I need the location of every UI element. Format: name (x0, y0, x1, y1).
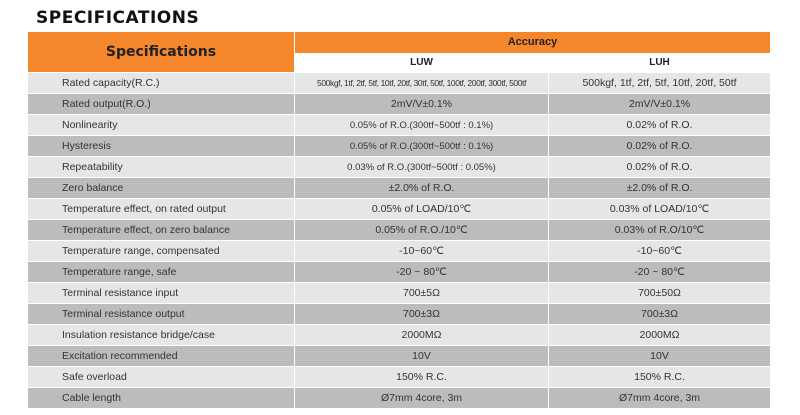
table-row: Safe overload 150% R.C. 150% R.C. (27, 366, 772, 388)
table-row: Terminal resistance output 700±3Ω 700±3Ω (27, 303, 772, 325)
spec-label: Cable length (27, 387, 295, 409)
header-specifications: Specifications (27, 31, 295, 73)
table-subheader-row: LUW LUH (28, 52, 772, 74)
spec-label: Excitation recommended (27, 345, 295, 367)
table-row: Cable length Ø7mm 4core, 3m Ø7mm 4core, 3m (27, 387, 772, 409)
luw-value: 0.05% of R.O.(300tf~500tf : 0.1%) (294, 135, 549, 157)
spec-label: Repeatability (27, 156, 295, 178)
luw-value: -20 ~ 80℃ (294, 261, 549, 283)
luh-value: 2000MΩ (547, 324, 772, 346)
spec-label: Rated capacity(R.C.) (27, 72, 295, 94)
header-luw: LUW (294, 52, 549, 74)
table-row: Repeatability 0.03% of R.O.(300tf~500tf :… (27, 156, 772, 178)
spec-label: Temperature range, safe (27, 261, 295, 283)
spec-label: Temperature range, compensated (27, 240, 295, 262)
luw-value: 2000MΩ (294, 324, 549, 346)
luh-value: 2mV/V±0.1% (547, 93, 772, 115)
luw-value: 0.03% of R.O.(300tf~500tf : 0.05%) (294, 156, 549, 178)
luw-value: 700±3Ω (294, 303, 549, 325)
luh-value: 10V (547, 345, 772, 367)
spec-label: Terminal resistance output (27, 303, 295, 325)
luh-value: 0.02% of R.O. (547, 114, 772, 136)
spec-label: Zero balance (27, 177, 295, 199)
luh-value: 500kgf, 1tf, 2tf, 5tf, 10tf, 20tf, 50tf (547, 72, 772, 94)
table-row: Rated capacity(R.C.) 500kgf, 1tf, 2tf, 5t… (27, 72, 772, 94)
luh-value: 700±50Ω (547, 282, 772, 304)
table-header-row: Specifications Accuracy (27, 31, 772, 73)
header-accuracy: Accuracy (293, 31, 772, 54)
page-title: SPECIFICATIONS (36, 8, 200, 28)
luw-value: 2mV/V±0.1% (294, 93, 549, 115)
luh-value: -10~60℃ (547, 240, 772, 262)
spec-label: Safe overload (27, 366, 295, 388)
spec-label: Nonlinearity (27, 114, 295, 136)
luw-value: 700±5Ω (294, 282, 549, 304)
spec-label: Temperature effect, on rated output (27, 198, 295, 220)
luw-value: 0.05% of R.O./10℃ (294, 219, 549, 241)
table-body: Rated capacity(R.C.) 500kgf, 1tf, 2tf, 5t… (27, 72, 772, 409)
luw-value: ±2.0% of R.O. (294, 177, 549, 199)
table-row: Excitation recommended 10V 10V (27, 345, 772, 367)
luh-value: 0.02% of R.O. (547, 135, 772, 157)
spec-label: Insulation resistance bridge/case (27, 324, 295, 346)
luw-value: 10V (294, 345, 549, 367)
luh-value: Ø7mm 4core, 3m (547, 387, 772, 409)
header-luh: LUH (547, 52, 772, 74)
luw-value: Ø7mm 4core, 3m (294, 387, 549, 409)
table-row: Temperature effect, on zero balance 0.05%… (27, 219, 772, 241)
luh-value: 0.03% of R.O/10℃ (547, 219, 772, 241)
table-row: Temperature range, safe -20 ~ 80℃ -20 ~ 80… (27, 261, 772, 283)
luh-value: 700±3Ω (547, 303, 772, 325)
table-row: Zero balance ±2.0% of R.O. ±2.0% of R.O. (27, 177, 772, 199)
luh-value: -20 ~ 80℃ (547, 261, 772, 283)
luw-value: 500kgf, 1tf, 2tf, 5tf, 10tf, 20tf, 30tf,… (294, 72, 549, 94)
table-row: Hysteresis 0.05% of R.O.(300tf~500tf : 0.… (27, 135, 772, 157)
luh-value: 0.03% of LOAD/10℃ (547, 198, 772, 220)
table-row: Temperature range, compensated -10~60℃ -10… (27, 240, 772, 262)
luw-value: -10~60℃ (294, 240, 549, 262)
luw-value: 0.05% of R.O.(300tf~500tf : 0.1%) (294, 114, 549, 136)
luh-value: 150% R.C. (547, 366, 772, 388)
spec-label: Terminal resistance input (27, 282, 295, 304)
spec-label: Temperature effect, on zero balance (27, 219, 295, 241)
table-row: Temperature effect, on rated output 0.05%… (27, 198, 772, 220)
spec-label: Hysteresis (27, 135, 295, 157)
luh-value: 0.02% of R.O. (547, 156, 772, 178)
table-row: Rated output(R.O.) 2mV/V±0.1% 2mV/V±0.1% (27, 93, 772, 115)
table-row: Nonlinearity 0.05% of R.O.(300tf~500tf : … (27, 114, 772, 136)
specifications-table: Specifications Accuracy LUW LUH Rated ca… (27, 31, 772, 409)
luh-value: ±2.0% of R.O. (547, 177, 772, 199)
table-row: Terminal resistance input 700±5Ω 700±50Ω (27, 282, 772, 304)
luw-value: 150% R.C. (294, 366, 549, 388)
table-row: Insulation resistance bridge/case 2000MΩ 2… (27, 324, 772, 346)
luw-value: 0.05% of LOAD/10℃ (294, 198, 549, 220)
spec-label: Rated output(R.O.) (27, 93, 295, 115)
